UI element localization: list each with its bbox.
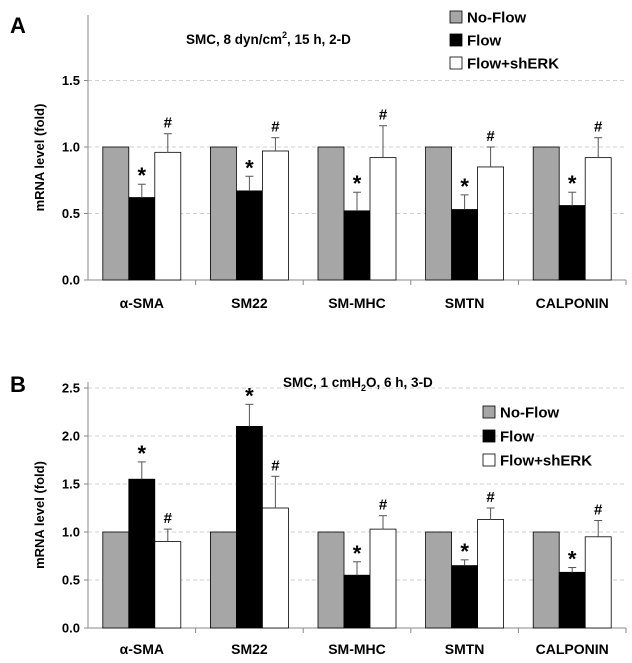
- bar-no-flow: [425, 146, 453, 281]
- legend-swatch: [482, 405, 496, 419]
- bar-flow: [235, 190, 263, 281]
- bar-flow+sherk: [477, 166, 505, 281]
- bar-no-flow: [532, 531, 560, 629]
- legend-label: Flow+shERK: [467, 56, 559, 73]
- bar-no-flow: [209, 531, 237, 629]
- bar-flow: [558, 205, 586, 281]
- bar-no-flow: [317, 531, 345, 629]
- bar-flow+sherk: [154, 151, 182, 281]
- significance-asterisk: *: [353, 541, 362, 566]
- legend-label: No-Flow: [467, 10, 526, 27]
- category-label: SMTN: [445, 641, 485, 657]
- y-tick-label: 2.0: [62, 429, 80, 444]
- legend-swatch: [482, 429, 496, 443]
- bar-flow+sherk: [261, 150, 289, 281]
- significance-asterisk: *: [138, 441, 147, 466]
- bar-flow: [128, 197, 156, 281]
- significance-asterisk: *: [460, 539, 469, 564]
- category-label: SM22: [231, 295, 268, 311]
- significance-hash: #: [271, 457, 280, 474]
- legend-label: Flow+shERK: [500, 453, 592, 470]
- y-tick-label: 0.0: [62, 273, 80, 288]
- bar-flow: [343, 574, 371, 629]
- y-axis-label: mRNA level (fold): [32, 104, 47, 212]
- bar-flow+sherk: [369, 528, 397, 629]
- legend-swatch: [449, 56, 463, 70]
- legend-label: Flow: [500, 429, 534, 446]
- bar-flow: [558, 571, 586, 629]
- significance-hash: #: [486, 128, 495, 145]
- bar-no-flow: [425, 531, 453, 629]
- significance-hash: #: [164, 115, 173, 132]
- significance-hash: #: [594, 119, 603, 136]
- bar-no-flow: [532, 146, 560, 281]
- category-label: SM22: [231, 641, 268, 657]
- bar-flow+sherk: [369, 157, 397, 281]
- category-label: SM-MHC: [328, 641, 386, 657]
- category-label: α-SMA: [120, 641, 164, 657]
- significance-hash: #: [379, 107, 388, 124]
- y-tick-label: 0.5: [62, 573, 80, 588]
- significance-asterisk: *: [245, 155, 254, 180]
- y-tick-label: 1.0: [62, 525, 80, 540]
- panel-label: B: [10, 372, 26, 397]
- legend-swatch: [449, 10, 463, 24]
- category-label: CALPONIN: [536, 641, 609, 657]
- significance-asterisk: *: [138, 163, 147, 188]
- bar-flow+sherk: [261, 507, 289, 629]
- y-tick-label: 1.5: [62, 73, 80, 88]
- bar-flow: [235, 425, 263, 629]
- bar-flow: [128, 478, 156, 629]
- significance-hash: #: [379, 497, 388, 514]
- bar-flow+sherk: [584, 536, 612, 629]
- significance-hash: #: [271, 119, 280, 136]
- chart-panel-A: 0.0 0.5 1.0 1.5 mRNA level (fold) α-SMA * # SM22…: [10, 10, 627, 311]
- bar-flow+sherk: [154, 541, 182, 629]
- legend-label: No-Flow: [500, 405, 559, 422]
- legend-swatch: [449, 33, 463, 47]
- category-label: CALPONIN: [536, 295, 609, 311]
- chart-title: SMC, 1 cmH2O, 6 h, 3-D: [283, 375, 433, 393]
- bar-flow: [451, 209, 479, 281]
- category-label: SM-MHC: [328, 295, 386, 311]
- bar-flow+sherk: [477, 519, 505, 629]
- bar-no-flow: [102, 531, 130, 629]
- y-tick-label: 2.5: [62, 381, 80, 396]
- significance-hash: #: [594, 501, 603, 518]
- significance-hash: #: [486, 489, 495, 506]
- bar-flow: [451, 565, 479, 629]
- significance-asterisk: *: [353, 171, 362, 196]
- bar-no-flow: [209, 146, 237, 281]
- y-tick-label: 0.5: [62, 206, 80, 221]
- significance-asterisk: *: [568, 171, 577, 196]
- y-tick-label: 0.0: [62, 621, 80, 636]
- significance-asterisk: *: [245, 383, 254, 408]
- significance-asterisk: *: [568, 547, 577, 572]
- bar-flow+sherk: [584, 157, 612, 281]
- y-axis-label: mRNA level (fold): [32, 461, 47, 569]
- bar-flow: [343, 210, 371, 281]
- legend-label: Flow: [467, 33, 501, 50]
- category-label: SMTN: [445, 295, 485, 311]
- significance-asterisk: *: [460, 174, 469, 199]
- y-tick-label: 1.5: [62, 477, 80, 492]
- chart-title: SMC, 8 dyn/cm2, 15 h, 2-D: [186, 30, 351, 47]
- bar-no-flow: [317, 146, 345, 281]
- category-label: α-SMA: [120, 295, 164, 311]
- legend-swatch: [482, 453, 496, 467]
- chart-panel-B: 0.0 0.5 1.0 1.5 2.0 2.5 mRNA level (fold) α-SMA…: [10, 372, 627, 657]
- bar-no-flow: [102, 146, 130, 281]
- y-tick-label: 1.0: [62, 140, 80, 155]
- significance-hash: #: [164, 510, 173, 527]
- panel-label: A: [10, 13, 26, 38]
